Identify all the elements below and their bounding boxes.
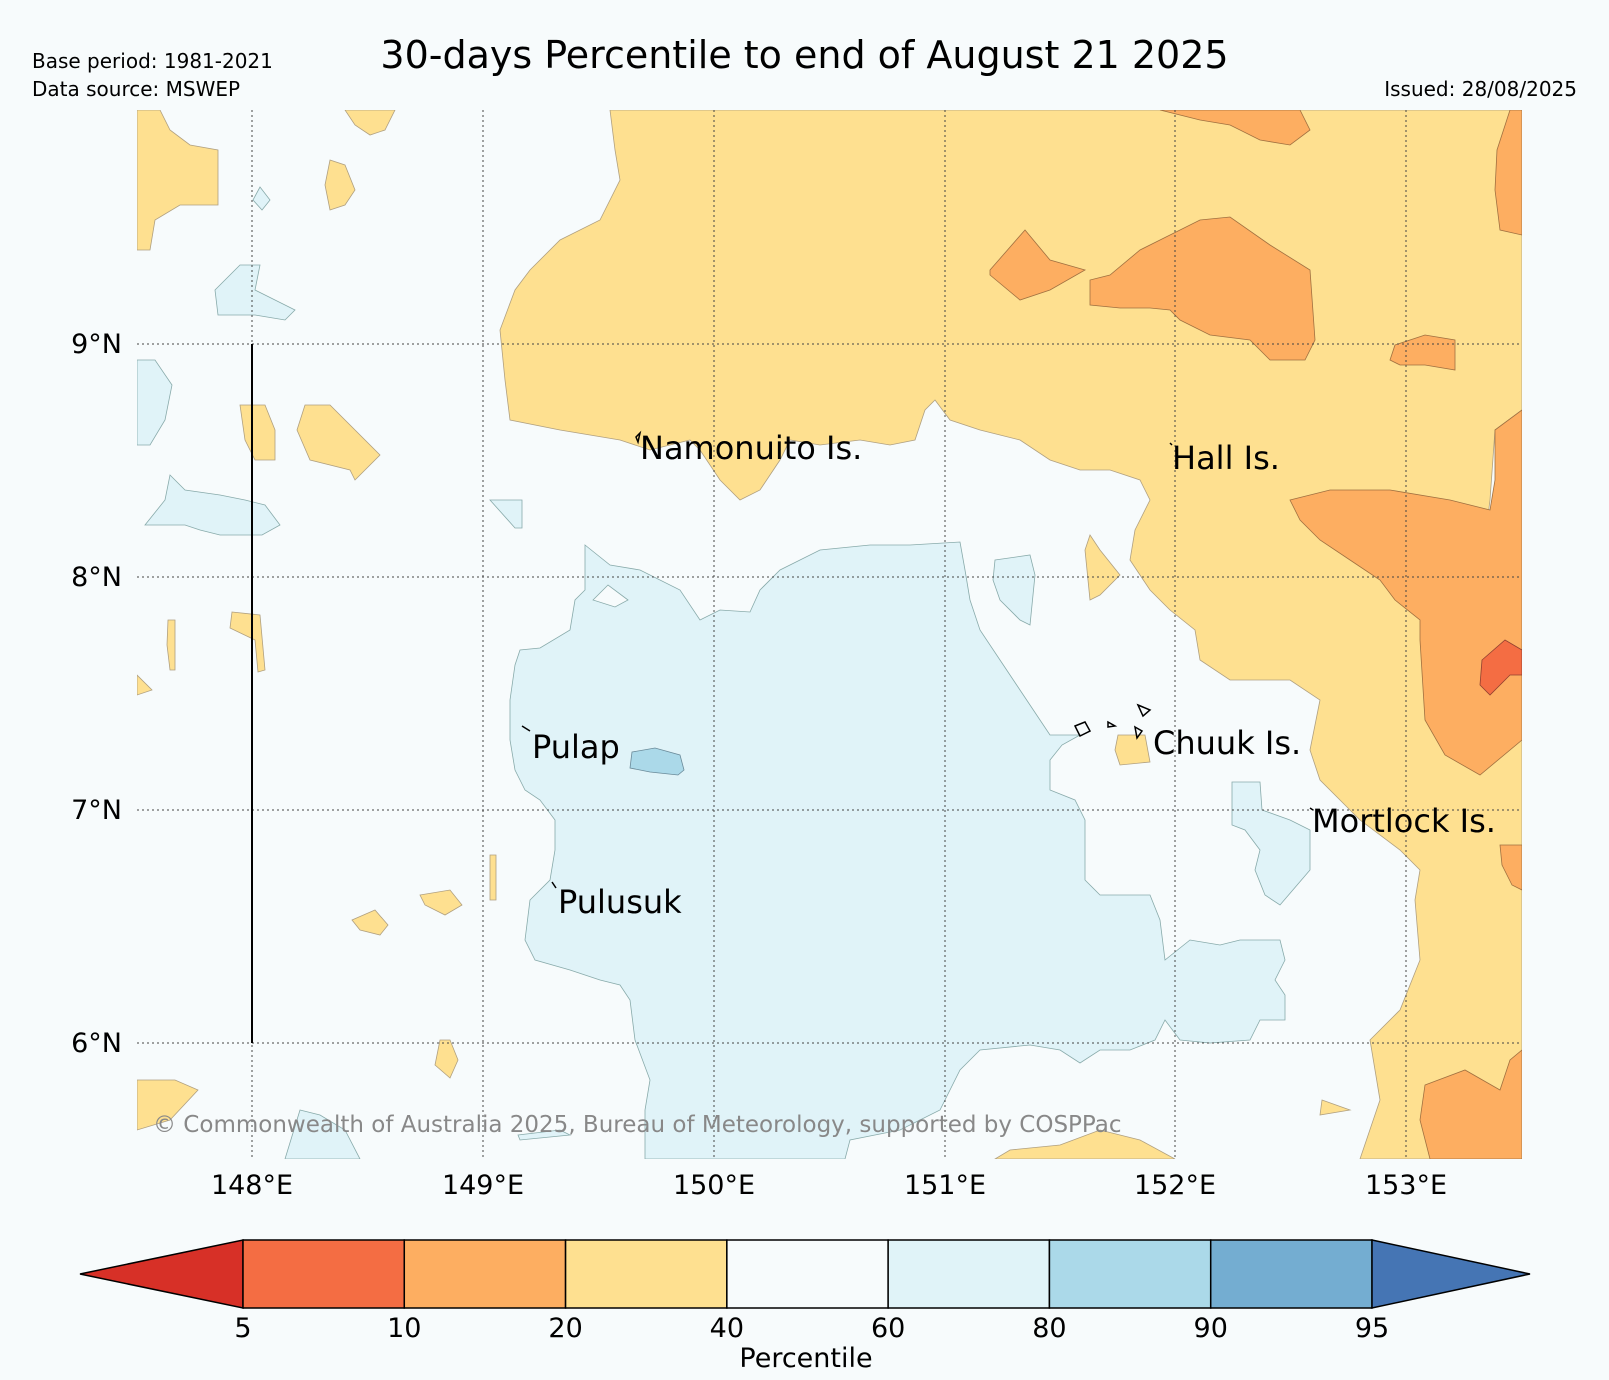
region-40-60 <box>592 584 629 608</box>
colorbar-bin-90-95 <box>1209 1239 1373 1309</box>
lon-label-153e: 153°E <box>1365 1170 1447 1201</box>
colorbar: 5 10 20 40 60 80 90 95 <box>79 1239 1531 1344</box>
graticule <box>137 110 1522 1159</box>
region-small-wet-1 <box>252 186 271 211</box>
region-nw-wet-1 <box>214 264 296 321</box>
lon-label-148e: 148°E <box>211 1170 293 1201</box>
region-sw-dry <box>137 1079 199 1131</box>
data-source: Data source: MSWEP <box>32 77 241 101</box>
region-small-1 <box>344 110 396 136</box>
region-5-10 <box>1479 639 1522 696</box>
colorbar-tick-label: 60 <box>871 1313 905 1344</box>
colorbar-tick-label: 20 <box>548 1313 582 1344</box>
region-small-11 <box>434 1039 459 1079</box>
region-small-wet-2 <box>489 499 523 529</box>
region-60-80 <box>137 186 1311 1159</box>
region-small-2 <box>324 159 356 211</box>
colorbar-bin-20-40 <box>564 1239 728 1309</box>
region-hall-dry <box>1089 216 1316 361</box>
region-small-wet-3 <box>992 554 1036 626</box>
region-hole <box>592 584 629 608</box>
map-title: 30-days Percentile to end of August 21 2… <box>380 33 1229 77</box>
copyright-text: © Commonwealth of Australia 2025, Bureau… <box>153 1112 1122 1138</box>
lat-axis: 9°N 8°N 7°N 6°N <box>71 329 122 1059</box>
region-small-4 <box>296 404 381 481</box>
lon-label-151e: 151°E <box>904 1170 986 1201</box>
region-sw-wet <box>284 1109 361 1159</box>
region-e-dry <box>1289 409 1522 776</box>
colorbar-tick-label: 95 <box>1355 1313 1389 1344</box>
lon-label-149e: 149°E <box>442 1170 524 1201</box>
place-labels: Namonuito Is. Hall Is. Pulap Chuuk Is. M… <box>532 429 1496 921</box>
lon-label-150e: 150°E <box>673 1170 755 1201</box>
label-pulusuk: Pulusuk <box>558 883 682 921</box>
lat-label-6n: 6°N <box>71 1028 122 1059</box>
region-small-7 <box>137 674 153 696</box>
lon-label-152e: 152°E <box>1134 1170 1216 1201</box>
pulusuk-outline <box>551 881 557 889</box>
colorbar-tick-label: 5 <box>234 1313 251 1344</box>
region-small-10 <box>489 854 497 901</box>
colorbar-tick-label: 80 <box>1032 1313 1066 1344</box>
region-north-dry <box>499 110 1522 1159</box>
pulap-outline <box>521 725 531 732</box>
mortlock-outline <box>1309 807 1314 811</box>
colorbar-bin-10-20 <box>403 1239 567 1309</box>
region-w-wet <box>137 359 173 446</box>
region-top-dry <box>1159 110 1311 146</box>
region-10-20 <box>989 110 1522 1159</box>
colorbar-tick-label: 90 <box>1194 1313 1228 1344</box>
lon-axis: 148°E 149°E 150°E 151°E 152°E 153°E <box>211 1170 1447 1201</box>
colorbar-title: Percentile <box>739 1343 872 1374</box>
region-chuuk-dry <box>1114 734 1151 766</box>
region-south-dry <box>994 1129 1176 1159</box>
region-small-9 <box>351 909 389 936</box>
colorbar-extend-low <box>79 1239 244 1309</box>
region-n-dry-2 <box>989 229 1087 301</box>
region-nw-dry <box>137 110 219 251</box>
region-e-small <box>1499 844 1522 891</box>
chuuk-outline-2 <box>1136 703 1152 718</box>
label-pulap: Pulap <box>532 728 620 766</box>
region-20-40 <box>137 110 1522 1159</box>
label-chuuk: Chuuk Is. <box>1153 724 1301 762</box>
label-namonuito: Namonuito Is. <box>640 429 862 467</box>
region-small-12 <box>1084 534 1121 601</box>
hall-outline <box>1169 442 1173 446</box>
region-small-13 <box>1319 1099 1352 1116</box>
region-small-8 <box>419 889 463 916</box>
lat-label-9n: 9°N <box>71 329 122 360</box>
namonuito-outline <box>635 430 642 445</box>
colorbar-bin-40-60 <box>726 1239 889 1309</box>
region-nw-wet-2 <box>144 474 281 536</box>
colorbar-bin-80-90 <box>1048 1239 1212 1309</box>
issued-date: Issued: 28/08/2025 <box>1384 77 1577 101</box>
chuuk-outline-4 <box>1133 725 1144 740</box>
region-small-3 <box>239 404 276 461</box>
lat-label-8n: 8°N <box>71 562 122 593</box>
map-area: © Commonwealth of Australia 2025, Bureau… <box>137 110 1522 1159</box>
colorbar-bin-5-10 <box>242 1239 406 1309</box>
label-hall: Hall Is. <box>1172 439 1280 477</box>
chuuk-outline-1 <box>1073 721 1092 738</box>
region-central-wet <box>509 541 1286 1159</box>
lat-label-7n: 7°N <box>71 795 122 826</box>
base-period: Base period: 1981-2021 <box>32 49 273 73</box>
region-s-wet-small <box>517 1129 572 1141</box>
colorbar-extend-high <box>1371 1239 1531 1309</box>
colorbar-bin-60-80 <box>887 1239 1051 1309</box>
region-se-dry <box>1419 1049 1522 1159</box>
label-mortlock: Mortlock Is. <box>1312 802 1496 840</box>
region-ne-dry <box>1494 110 1522 236</box>
colorbar-tick-label: 10 <box>387 1313 421 1344</box>
chuuk-outline-3 <box>1107 720 1118 728</box>
region-pulap-wet <box>629 747 685 776</box>
region-small-6 <box>166 619 176 671</box>
region-small-5 <box>229 611 266 673</box>
region-very-dry <box>1479 639 1522 696</box>
region-80-90 <box>629 747 685 776</box>
island-markers <box>521 430 1314 889</box>
colorbar-tick-label: 40 <box>710 1313 744 1344</box>
